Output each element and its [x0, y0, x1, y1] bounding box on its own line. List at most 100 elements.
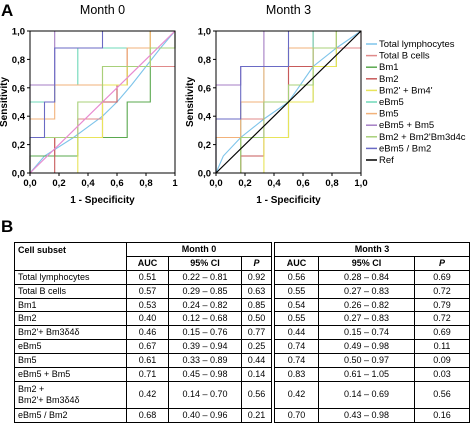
m0-ci-cell: 0.45 – 0.98: [168, 367, 242, 382]
m3-p-cell: 0.03: [414, 367, 471, 382]
y-tick-label: 0,0: [12, 169, 25, 180]
cell-subset-line: Bm2: [18, 313, 37, 324]
m0-auc-cell: 0.61: [126, 353, 169, 369]
table-row: Bm2'+ Bm3δ4δ 0.46 0.15 – 0.76 0.77 0.44 0.15 …: [14, 325, 471, 341]
m0-auc-cell: 0.46: [126, 325, 169, 341]
cell-subset-name: eBm5 / Bm2: [14, 407, 127, 423]
legend-label: Ref: [379, 155, 394, 166]
cell-subset-line: Bm2'+ Bm3δ4δ: [18, 327, 80, 338]
m3-ci-cell: 0.14 – 0.69: [318, 380, 416, 409]
m3-ci-header: 95% CI: [318, 255, 416, 271]
y-tick-label: 0,6: [198, 83, 211, 94]
m3-auc-cell: 0.74: [274, 339, 320, 355]
x-tick-label: 0,8: [139, 178, 152, 189]
table-row: eBm5 / Bm2 0.68 0.40 – 0.96 0.21 0.70 0.43 – …: [14, 407, 471, 423]
series-line-bm2-bm2-bm3d4c: [29, 31, 176, 173]
cell-subset-name: Total lymphocytes: [14, 269, 127, 285]
m3-p-cell: 0.09: [414, 353, 471, 369]
x-tick-label: 1: [172, 178, 178, 189]
m0-ci-header: 95% CI: [168, 255, 242, 271]
m0-auc-cell: 0.51: [126, 269, 169, 285]
cell-subset-name: Bm2 + Bm2'+ Bm3δ4δ: [14, 380, 127, 409]
cell-subset-name: Bm2'+ Bm3δ4δ: [14, 325, 127, 341]
m0-p-cell: 0.92: [240, 269, 273, 285]
m0-p-header: P: [240, 255, 273, 271]
table-row: eBm5 + Bm5 0.71 0.45 – 0.98 0.14 0.83 0.61 – …: [14, 367, 471, 382]
cell-subset-line: Total lymphocytes: [18, 271, 90, 282]
cell-subset-line: Total B cells: [18, 285, 67, 296]
m0-auc-cell: 0.71: [126, 367, 169, 382]
legend-label: Bm2 + Bm2'Bm3d4c: [379, 132, 466, 143]
y-axis-title: Sensitivity: [185, 77, 196, 127]
m0-auc-cell: 0.67: [126, 339, 169, 355]
m0-ci-cell: 0.14 – 0.70: [168, 380, 242, 409]
m0-ci-cell: 0.33 – 0.89: [168, 353, 242, 369]
x-tick-label: 0,4: [267, 178, 281, 189]
m0-auc-cell: 0.53: [126, 297, 169, 313]
m3-ci-cell: 0.50 – 0.97: [318, 353, 416, 369]
cell-subset-name: Bm5: [14, 353, 127, 369]
cell-subset-line: eBm5 / Bm2: [18, 409, 68, 420]
x-tick-label: 0,0: [209, 178, 222, 189]
table-row: Total B cells 0.57 0.29 – 0.85 0.63 0.55 0.27…: [14, 283, 471, 299]
m0-auc-header: AUC: [126, 255, 169, 271]
m3-auc-cell: 0.83: [274, 367, 320, 382]
x-tick-label: 0,4: [81, 178, 95, 189]
y-tick-label: 0,2: [198, 140, 211, 151]
cell-subset-line: Bm2'+ Bm3δ4δ: [18, 394, 80, 405]
m3-p-cell: 0.56: [414, 380, 471, 409]
y-tick-label: 0,2: [12, 140, 25, 151]
series-line-ref: [215, 30, 362, 174]
m0-p-cell: 0.63: [240, 283, 273, 299]
m0-auc-cell: 0.57: [126, 283, 169, 299]
cell-subset-line: eBm5 + Bm5: [18, 368, 71, 379]
m0-ci-cell: 0.15 – 0.76: [168, 325, 242, 341]
plot-frame: [29, 30, 176, 174]
cell-subset-name: Total B cells: [14, 283, 127, 299]
m3-ci-cell: 0.43 – 0.98: [318, 407, 416, 423]
roc-plot-month-0: Month 0 0,0 0,2 0,4 0,6 0,8 1 0,0 0,2 0,4 0,6 0,8 1,…: [0, 3, 178, 206]
cell-subset-line: Bm1: [18, 299, 37, 310]
legend-label: Bm2: [379, 74, 399, 85]
m3-p-cell: 0.79: [414, 297, 471, 313]
m0-p-cell: 0.44: [240, 353, 273, 369]
legend-label: Total B cells: [379, 51, 430, 62]
x-tick-label: 0,2: [52, 178, 65, 189]
m3-ci-cell: 0.27 – 0.83: [318, 283, 416, 299]
m3-ci-cell: 0.27 – 0.83: [318, 311, 416, 327]
legend-label: Bm2' + Bm4': [379, 85, 433, 96]
plot-title: Month 3: [266, 3, 311, 17]
m3-ci-cell: 0.26 – 0.82: [318, 297, 416, 313]
y-tick-label: 0,4: [198, 112, 212, 123]
m3-auc-cell: 0.55: [274, 283, 320, 299]
x-tick-label: 0,6: [296, 178, 309, 189]
y-axis-title: Sensitivity: [0, 77, 10, 127]
panel-b-letter: B: [1, 217, 13, 236]
m3-p-cell: 0.16: [414, 407, 471, 423]
x-tick-label: 0,6: [110, 178, 123, 189]
y-tick-label: 0,8: [198, 55, 211, 66]
m3-p-cell: 0.11: [414, 339, 471, 355]
m0-ci-cell: 0.40 – 0.96: [168, 407, 242, 423]
table-row: Total lymphocytes 0.51 0.22 – 0.81 0.92 0.56…: [14, 269, 471, 285]
legend-label: eBm5: [379, 97, 404, 108]
auc-table: Cell subset Month 0 Month 3 AUC 95% CI P…: [14, 242, 471, 423]
m0-p-cell: 0.56: [240, 380, 273, 409]
m3-auc-cell: 0.42: [274, 380, 320, 409]
m0-ci-cell: 0.24 – 0.82: [168, 297, 242, 313]
legend-label: Bm5: [379, 109, 399, 120]
y-tick-label: 0,6: [12, 83, 25, 94]
table-row: Bm2 0.40 0.12 – 0.68 0.50 0.55 0.27 – 0.83 0.7…: [14, 311, 471, 327]
legend-label: eBm5 / Bm2: [379, 143, 431, 154]
table-row: eBm5 0.67 0.39 – 0.94 0.25 0.74 0.49 – 0.98 0.…: [14, 339, 471, 355]
cell-subset-name: eBm5 + Bm5: [14, 367, 127, 382]
figure: A Month 0 0,0 0,2 0,4 0,6 0,8 1 0,0 0,2 0,4 0,6 0,8…: [0, 1, 466, 236]
y-tick-label: 0,8: [12, 55, 25, 66]
cell-subset-name: Bm1: [14, 297, 127, 313]
m3-p-cell: 0.69: [414, 269, 471, 285]
panel-a-letter: A: [1, 1, 13, 20]
cell-subset-header: Cell subset: [14, 242, 127, 271]
m0-auc-cell: 0.42: [126, 380, 169, 409]
table-row: Bm1 0.53 0.24 – 0.82 0.85 0.54 0.26 – 0.82 0.7…: [14, 297, 471, 313]
